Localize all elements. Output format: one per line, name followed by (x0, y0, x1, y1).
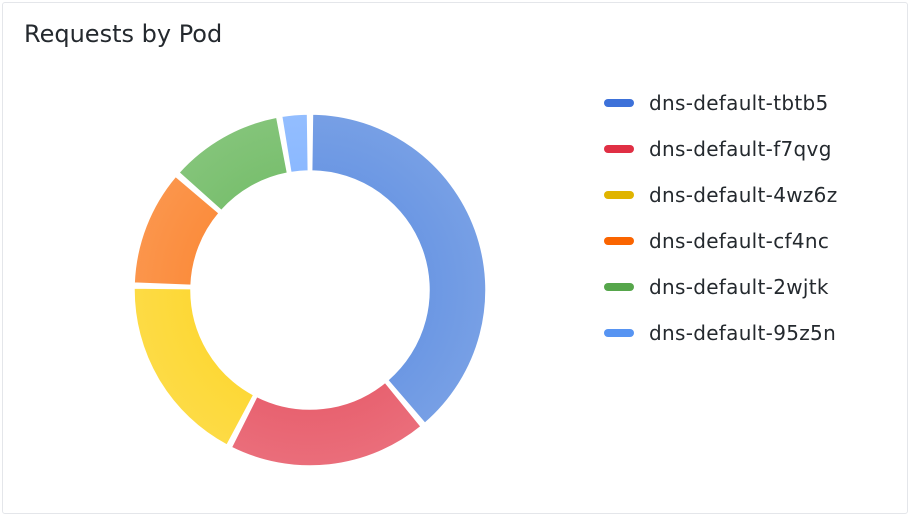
legend-label: dns-default-4wz6z (649, 183, 838, 207)
legend-swatch (604, 191, 634, 199)
slice-dns-default-95z5n[interactable] (280, 113, 310, 174)
legend-swatch (604, 237, 634, 245)
legend-item-dns-default-f7qvg[interactable]: dns-default-f7qvg (604, 126, 838, 172)
legend-label: dns-default-2wjtk (649, 275, 829, 299)
legend-label: dns-default-95z5n (649, 321, 837, 345)
chart-legend: dns-default-tbtb5 dns-default-f7qvg dns-de… (604, 80, 838, 356)
slice-dns-default-f7qvg[interactable] (230, 381, 422, 467)
legend-item-dns-default-tbtb5[interactable]: dns-default-tbtb5 (604, 80, 838, 126)
legend-item-dns-default-4wz6z[interactable]: dns-default-4wz6z (604, 172, 838, 218)
legend-swatch (604, 99, 634, 107)
legend-swatch (604, 283, 634, 291)
legend-item-dns-default-2wjtk[interactable]: dns-default-2wjtk (604, 264, 838, 310)
slice-dns-default-tbtb5[interactable] (310, 113, 487, 425)
legend-label: dns-default-tbtb5 (649, 91, 829, 115)
legend-label: dns-default-f7qvg (649, 137, 832, 161)
legend-swatch (604, 329, 634, 337)
donut-slices (133, 113, 487, 467)
slice-dns-default-4wz6z[interactable] (133, 287, 255, 446)
legend-item-dns-default-cf4nc[interactable]: dns-default-cf4nc (604, 218, 838, 264)
legend-swatch (604, 145, 634, 153)
panel-title: Requests by Pod (24, 20, 223, 48)
legend-item-dns-default-95z5n[interactable]: dns-default-95z5n (604, 310, 838, 356)
slice-dns-default-2wjtk[interactable] (178, 116, 289, 212)
legend-label: dns-default-cf4nc (649, 229, 830, 253)
slice-dns-default-cf4nc[interactable] (133, 175, 220, 287)
